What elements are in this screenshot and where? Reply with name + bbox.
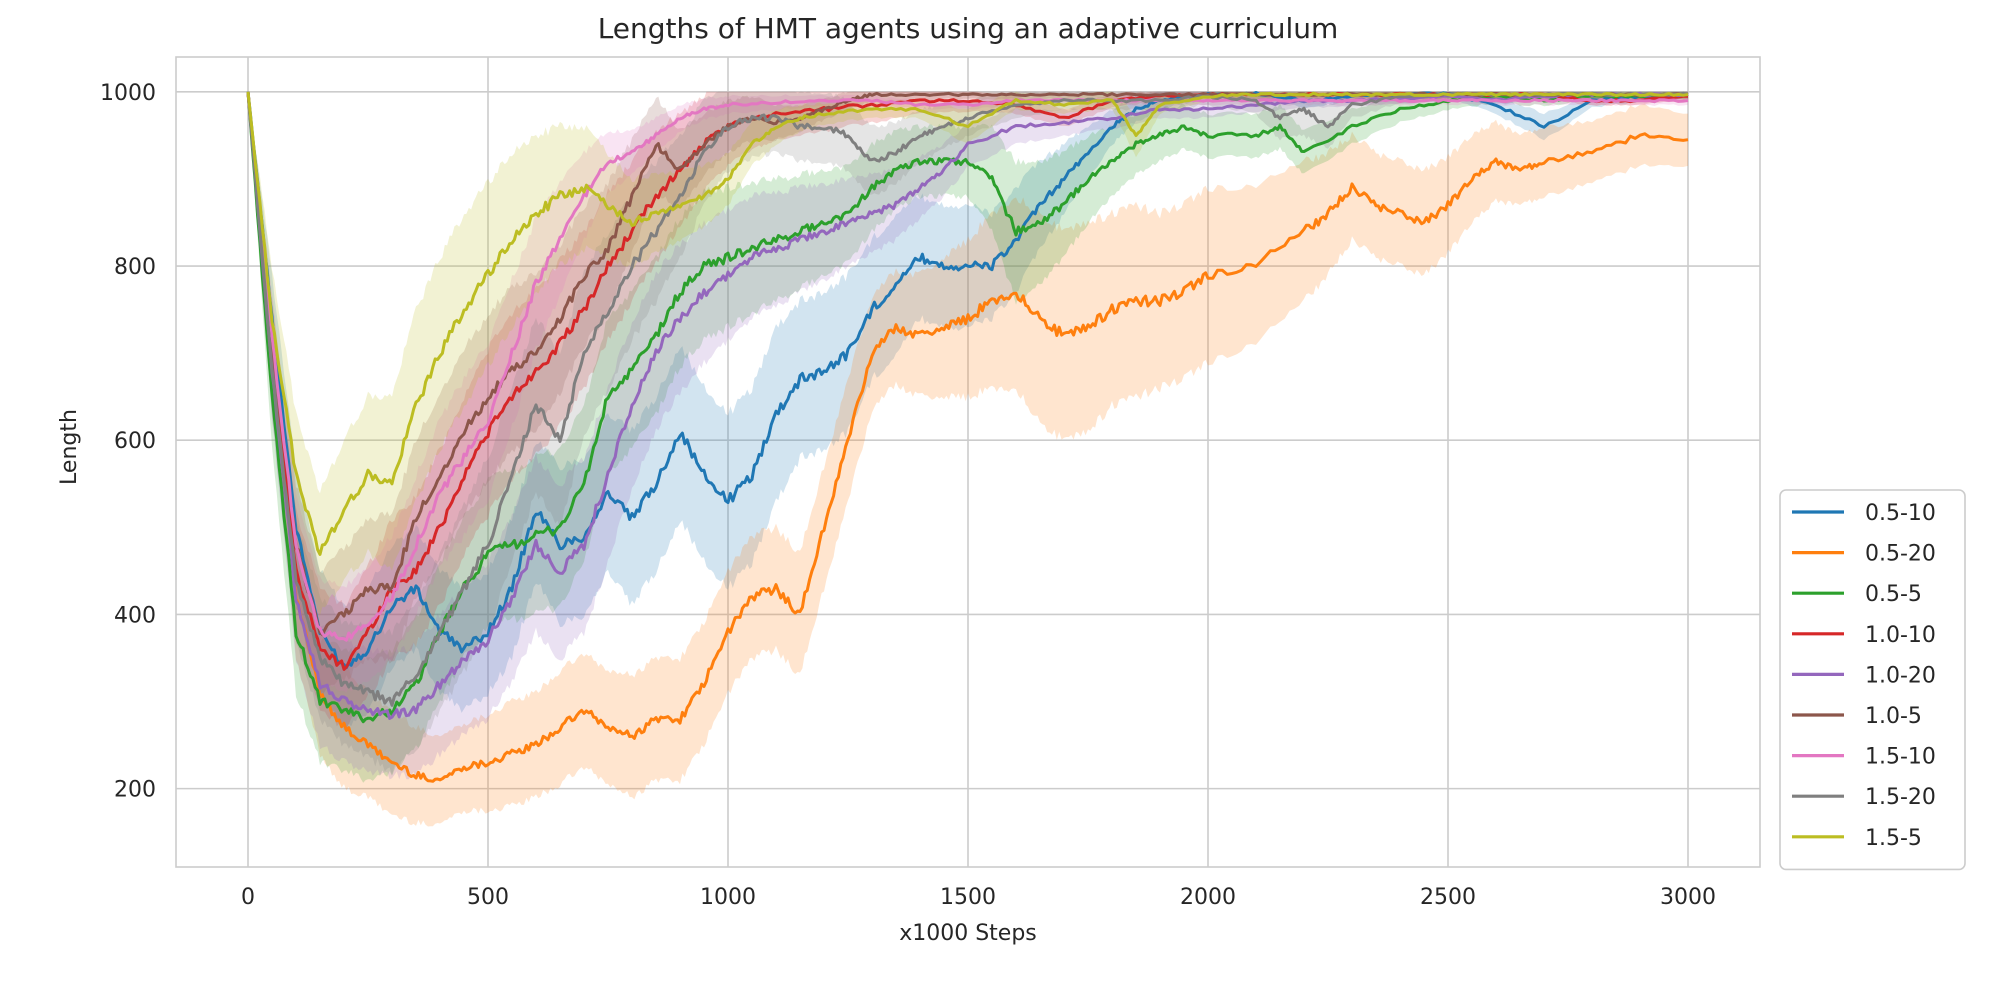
legend-box	[1779, 489, 1966, 871]
x-axis-label: x1000 Steps	[899, 921, 1037, 946]
legend-entry: 1.0-5	[1792, 704, 1922, 729]
series-line-0.5-20	[246, 92, 1689, 783]
legend-label: 1.5-20	[1865, 785, 1936, 810]
chart-title: Lengths of HMT agents using an adaptive …	[598, 12, 1339, 45]
y-axis-ticks: 200 400 600 800 1000	[100, 81, 156, 803]
legend-entry: 0.5-10	[1792, 501, 1936, 526]
legend-entry: 1.5-10	[1792, 745, 1936, 770]
confidence-band-1.0-5	[248, 91, 1688, 697]
legend-entry: 1.5-5	[1792, 826, 1922, 851]
confidence-band-0.5-10	[248, 91, 1688, 729]
legend-label: 1.0-20	[1865, 663, 1936, 688]
legend-entry: 1.0-10	[1792, 623, 1936, 648]
y-tick-label: 200	[114, 778, 156, 803]
legend-label: 1.0-5	[1865, 704, 1922, 729]
series-line-1.5-5	[246, 91, 1689, 556]
y-axis-label: Length	[57, 409, 82, 485]
series-line-0.5-10	[246, 91, 1689, 670]
x-tick-label: 3000	[1660, 885, 1716, 910]
legend-label: 0.5-20	[1865, 542, 1936, 567]
y-tick-label: 600	[114, 429, 156, 454]
series-lines	[246, 91, 1689, 783]
legend: 0.5-10 0.5-20 0.5-5 1.0-10 1.0-20 1.0-5 1.5-10…	[1779, 489, 1966, 871]
legend-label: 0.5-10	[1865, 501, 1936, 526]
x-tick-label: 1500	[940, 885, 996, 910]
confidence-band-1.5-5	[248, 91, 1688, 616]
confidence-band-0.5-20	[248, 92, 1688, 827]
x-axis-ticks: 0 500 1000 1500 2000 2500 3000	[241, 885, 1716, 910]
plot-area	[175, 56, 1761, 868]
legend-entry: 0.5-5	[1792, 582, 1922, 607]
legend-entry: 1.5-20	[1792, 785, 1936, 810]
legend-entry: 0.5-20	[1792, 542, 1936, 567]
x-tick-label: 2500	[1420, 885, 1476, 910]
legend-label: 0.5-5	[1865, 582, 1922, 607]
series-line-0.5-5	[246, 91, 1688, 724]
legend-label: 1.0-10	[1865, 623, 1936, 648]
legend-label: 1.5-10	[1865, 745, 1936, 770]
x-tick-label: 2000	[1180, 885, 1236, 910]
y-tick-label: 400	[114, 603, 156, 628]
x-tick-label: 1000	[700, 885, 756, 910]
legend-entry: 1.0-20	[1792, 663, 1936, 688]
confidence-band-1.5-10	[248, 92, 1688, 693]
y-tick-label: 800	[114, 255, 156, 280]
y-tick-label: 1000	[100, 81, 156, 106]
x-tick-label: 0	[241, 885, 255, 910]
legend-label: 1.5-5	[1865, 826, 1922, 851]
series-line-1.5-20	[246, 91, 1689, 707]
x-tick-label: 500	[467, 885, 509, 910]
